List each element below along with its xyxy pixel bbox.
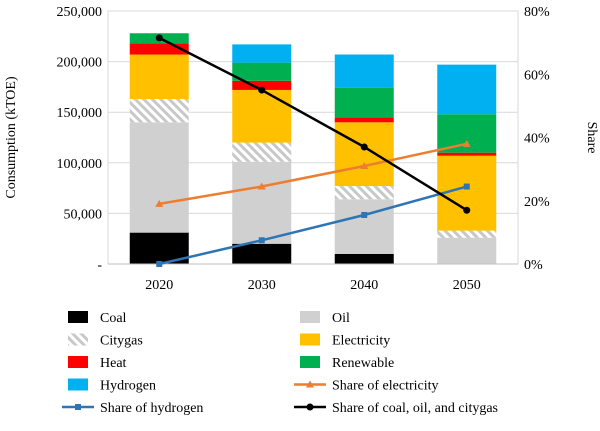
y2-axis-title: Share bbox=[584, 122, 599, 154]
bar-hydrogen-2040 bbox=[334, 54, 394, 88]
y-tick-label: 150,000 bbox=[57, 106, 103, 121]
legend-label: Share of electricity bbox=[332, 379, 439, 394]
legend-label: Share of hydrogen bbox=[100, 401, 203, 416]
y-tick-label: 250,000 bbox=[57, 5, 103, 20]
legend-marker bbox=[75, 404, 81, 410]
legend-label: Renewable bbox=[332, 356, 394, 371]
share-lines bbox=[155, 34, 471, 267]
point-share-of-hydrogen-2040 bbox=[361, 211, 368, 218]
bar-citygas-2050 bbox=[437, 230, 497, 238]
legend-swatch bbox=[68, 333, 88, 346]
bar-electricity-2030 bbox=[232, 89, 292, 143]
legend: Coal Oil Citygas Electricity Heat Renewable Hy… bbox=[62, 311, 498, 416]
stacked-bars bbox=[129, 33, 497, 264]
y-tick-label: 50,000 bbox=[64, 207, 103, 222]
legend-item-citygas: Citygas bbox=[68, 333, 143, 349]
y-tick-label: 100,000 bbox=[57, 157, 103, 172]
legend-label: Heat bbox=[100, 356, 127, 371]
bar-heat-2050 bbox=[437, 152, 497, 156]
tick-labels: - 50,000 100,000 150,000 200,000 250,000 0% 20%… bbox=[57, 5, 551, 293]
point-share-of-coal-oil-and-citygas-2050 bbox=[463, 206, 471, 214]
legend-marker bbox=[306, 380, 314, 388]
y2-tick-label: 0% bbox=[524, 258, 543, 273]
bar-coal-2040 bbox=[334, 253, 394, 264]
legend-swatch bbox=[68, 356, 88, 368]
axes bbox=[107, 10, 519, 265]
legend-label: Coal bbox=[100, 311, 127, 326]
bar-renewable-2040 bbox=[334, 87, 394, 118]
point-share-of-hydrogen-2030 bbox=[258, 237, 265, 244]
legend-label: Oil bbox=[332, 311, 350, 326]
bar-electricity-2040 bbox=[334, 122, 394, 187]
point-share-of-coal-oil-and-citygas-2020 bbox=[155, 34, 163, 42]
legend-marker bbox=[306, 403, 314, 411]
point-share-of-hydrogen-2020 bbox=[156, 261, 163, 267]
legend-swatch bbox=[68, 378, 88, 391]
line-share-of-hydrogen bbox=[158, 185, 468, 266]
x-tick-label: 2050 bbox=[453, 278, 481, 293]
bar-citygas-2030 bbox=[232, 142, 292, 162]
bar-hydrogen-2050 bbox=[437, 64, 497, 115]
bar-oil-2020 bbox=[129, 122, 189, 233]
point-share-of-electricity-2020 bbox=[155, 199, 164, 207]
legend-label: Hydrogen bbox=[100, 379, 156, 394]
point-share-of-electricity-2030 bbox=[257, 182, 266, 190]
legend-item-electricity: Electricity bbox=[300, 333, 390, 349]
legend-item-heat: Heat bbox=[68, 356, 127, 371]
point-share-of-coal-oil-and-citygas-2030 bbox=[258, 86, 266, 94]
legend-swatch bbox=[68, 311, 88, 323]
point-share-of-electricity-2040 bbox=[360, 161, 369, 169]
bar-heat-2040 bbox=[334, 117, 394, 123]
legend-label: Share of coal, oil, and citygas bbox=[332, 401, 498, 416]
legend-swatch bbox=[300, 311, 320, 323]
point-share-of-electricity-2050 bbox=[462, 139, 471, 147]
legend-item-share-of-electricity: Share of electricity bbox=[294, 379, 439, 394]
bar-electricity-2020 bbox=[129, 54, 189, 100]
y-tick-label: 200,000 bbox=[57, 56, 103, 71]
bar-oil-2030 bbox=[232, 161, 292, 244]
point-share-of-coal-oil-and-citygas-2040 bbox=[360, 143, 368, 151]
y2-tick-label: 40% bbox=[524, 132, 550, 147]
x-tick-label: 2030 bbox=[248, 278, 276, 293]
bar-coal-2030 bbox=[232, 243, 292, 264]
legend-item-coal: Coal bbox=[68, 311, 127, 326]
bar-heat-2030 bbox=[232, 80, 292, 90]
legend-item-share-of-hydrogen: Share of hydrogen bbox=[62, 401, 203, 416]
legend-swatch bbox=[300, 356, 320, 368]
y-tick-label: - bbox=[97, 258, 102, 273]
y2-tick-label: 60% bbox=[524, 68, 550, 83]
point-share-of-hydrogen-2050 bbox=[463, 183, 470, 190]
bar-citygas-2040 bbox=[334, 186, 394, 200]
legend-swatch bbox=[300, 333, 320, 346]
x-tick-label: 2020 bbox=[145, 278, 173, 293]
line-share-of-coal-oil-and-citygas bbox=[158, 36, 468, 212]
bar-renewable-2030 bbox=[232, 62, 292, 81]
legend-item-oil: Oil bbox=[300, 311, 350, 326]
bar-oil-2050 bbox=[437, 237, 497, 264]
line-share-of-electricity bbox=[159, 142, 468, 206]
bar-renewable-2050 bbox=[437, 114, 497, 153]
y2-tick-label: 20% bbox=[524, 195, 550, 210]
y2-tick-label: 80% bbox=[524, 5, 550, 20]
legend-item-share-of-coal-oil-and-citygas: Share of coal, oil, and citygas bbox=[294, 401, 498, 416]
x-tick-label: 2040 bbox=[350, 278, 378, 293]
bar-heat-2020 bbox=[129, 43, 189, 55]
legend-label: Electricity bbox=[332, 334, 390, 349]
bar-oil-2040 bbox=[334, 199, 394, 254]
bar-citygas-2020 bbox=[129, 99, 189, 123]
y-axis-title: Consumption (kTOE) bbox=[4, 76, 19, 199]
legend-item-renewable: Renewable bbox=[300, 356, 394, 371]
legend-item-hydrogen: Hydrogen bbox=[68, 378, 156, 394]
legend-label: Citygas bbox=[100, 334, 143, 349]
bar-hydrogen-2030 bbox=[232, 44, 292, 63]
